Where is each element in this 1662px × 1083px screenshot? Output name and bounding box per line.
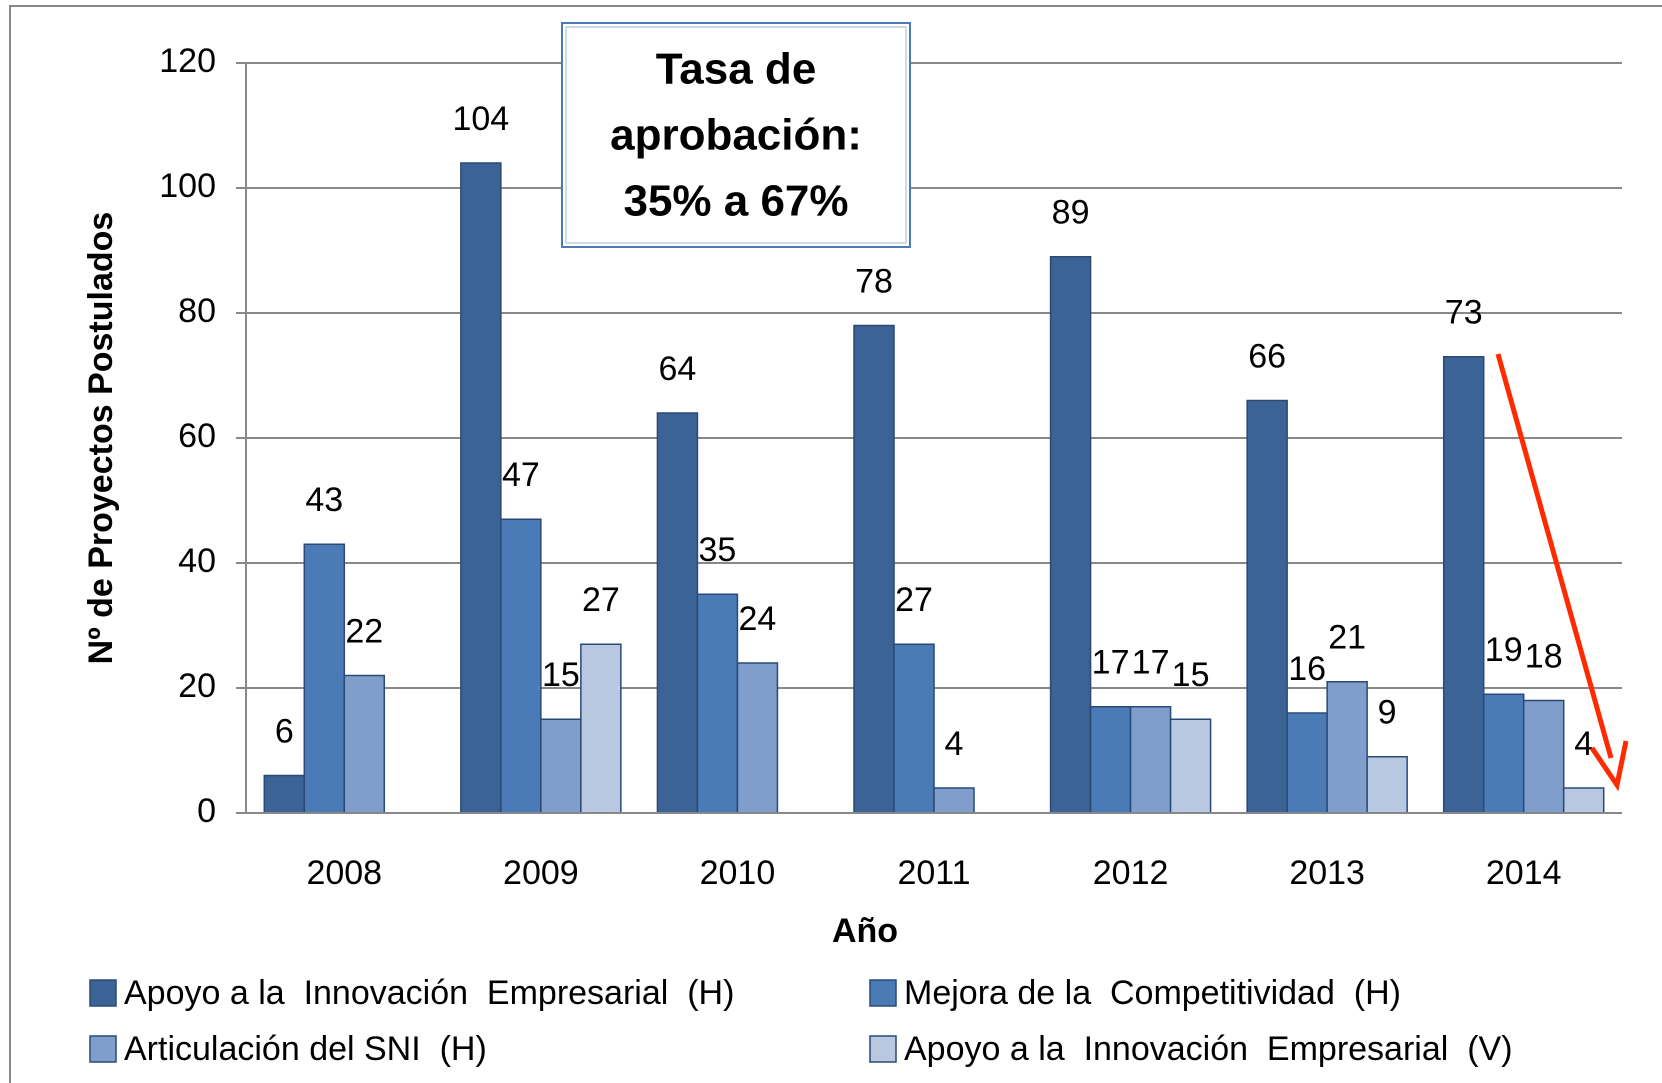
bar: [696, 593, 739, 814]
bar: [656, 412, 699, 814]
y-tick-label: 120: [159, 42, 216, 80]
value-label: 18: [1525, 637, 1563, 675]
value-label: 35: [699, 531, 737, 569]
x-axis-label: Año: [832, 912, 898, 950]
bar: [1326, 681, 1368, 814]
value-label: 104: [452, 100, 509, 138]
x-tick-label: 2014: [1486, 854, 1562, 892]
bar: [1089, 706, 1132, 814]
bar: [1482, 693, 1525, 814]
annotation-box-inner: [565, 26, 907, 244]
y-tick-label: 60: [178, 417, 216, 455]
y-tick-label: 20: [178, 667, 216, 705]
value-label: 73: [1445, 294, 1483, 332]
value-label: 27: [582, 581, 620, 619]
value-label: 66: [1248, 337, 1286, 375]
bar: [540, 718, 582, 814]
y-tick-label: 100: [159, 167, 216, 205]
bar: [343, 674, 386, 814]
value-label: 17: [1132, 644, 1170, 682]
bar: [303, 543, 346, 814]
bar: [500, 518, 542, 814]
bar: [263, 774, 306, 814]
legend-label: Mejora de la Competitividad (H): [904, 974, 1401, 1012]
value-label: 17: [1092, 644, 1130, 682]
x-tick-label: 2011: [897, 854, 970, 892]
y-axis-label: Nº de Proyectos Postulados: [82, 212, 120, 665]
value-label: 21: [1328, 619, 1366, 657]
bar: [460, 162, 502, 814]
x-tick-label: 2010: [700, 854, 776, 892]
bar: [893, 643, 935, 814]
annotation-box: [561, 22, 911, 248]
arrow-line: [1495, 353, 1614, 759]
legend-swatch: [89, 979, 117, 1007]
x-tick-label: 2008: [306, 854, 382, 892]
bar: [853, 324, 895, 814]
value-label: 4: [945, 725, 964, 763]
arrow-head: [1589, 740, 1629, 792]
value-label: 9: [1378, 694, 1397, 732]
legend-swatch: [869, 1035, 897, 1063]
legend-label: Articulación del SNI (H): [124, 1030, 487, 1068]
value-label: 6: [275, 712, 294, 750]
x-tick-label: 2013: [1289, 854, 1365, 892]
legend-label: Apoyo a la Innovación Empresarial (H): [124, 974, 734, 1012]
frame: [9, 5, 1662, 1083]
annotation-text: aprobación:: [610, 111, 862, 160]
value-label: 15: [542, 656, 580, 694]
bar: [1522, 699, 1565, 814]
bar: [736, 662, 779, 814]
bar: [1049, 256, 1092, 814]
legend-label: Apoyo a la Innovación Empresarial (V): [904, 1030, 1513, 1068]
value-label: 27: [895, 581, 933, 619]
y-tick-label: 80: [178, 292, 216, 330]
value-label: 15: [1172, 656, 1210, 694]
value-label: 78: [855, 262, 893, 300]
bar: [1246, 399, 1288, 814]
value-label: 19: [1485, 631, 1523, 669]
value-label: 22: [345, 612, 383, 650]
annotation-text: 35% a 67%: [623, 177, 848, 226]
x-tick-label: 2009: [503, 854, 579, 892]
value-label: 43: [305, 481, 343, 519]
annotation-text: Tasa de: [656, 45, 817, 94]
value-label: 4: [1574, 725, 1593, 763]
bar: [580, 643, 622, 814]
legend-swatch: [89, 1035, 117, 1063]
bar: [1442, 356, 1485, 814]
legend-swatch: [869, 979, 897, 1007]
value-label: 16: [1288, 650, 1326, 688]
x-tick-label: 2012: [1093, 854, 1169, 892]
value-label: 89: [1052, 194, 1090, 232]
value-label: 47: [502, 456, 540, 494]
value-label: 64: [659, 350, 697, 388]
value-label: 24: [739, 600, 777, 638]
bar: [1129, 706, 1172, 814]
bar: [1562, 787, 1605, 814]
y-tick-label: 40: [178, 542, 216, 580]
bar: [1286, 712, 1328, 814]
bar: [1169, 718, 1212, 814]
bar: [933, 787, 975, 814]
y-tick-label: 0: [197, 792, 216, 830]
bar: [1366, 756, 1408, 814]
